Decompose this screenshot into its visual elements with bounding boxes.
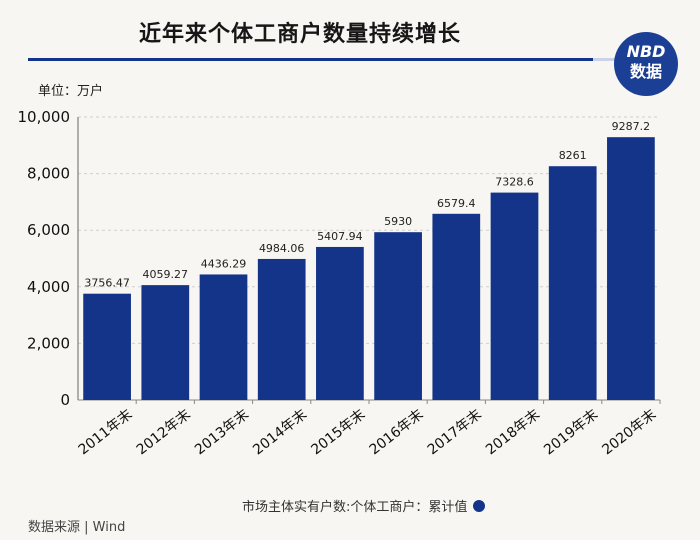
- data-label: 5930: [384, 215, 412, 228]
- data-label: 4059.27: [143, 268, 189, 281]
- x-tick-label: 2017年末: [425, 407, 485, 459]
- y-tick-label: 4,000: [27, 278, 70, 296]
- x-tick-label: 2012年末: [134, 407, 194, 459]
- title-underline-accent: [593, 58, 615, 61]
- data-label: 8261: [559, 149, 587, 162]
- x-tick-label: 2014年末: [250, 407, 310, 459]
- bar: [316, 246, 364, 400]
- x-tick-label: 2016年末: [367, 407, 427, 459]
- x-tick-label: 2013年末: [192, 407, 252, 459]
- bar: [374, 232, 422, 400]
- title-underline: [28, 58, 593, 61]
- legend-label: 市场主体实有户数:个体工商户：累计值: [242, 500, 468, 515]
- y-tick-label: 0: [60, 391, 70, 409]
- data-label: 6579.4: [437, 197, 476, 210]
- data-label: 5407.94: [317, 230, 363, 243]
- bar: [257, 258, 306, 400]
- logo-text-data: 数据: [629, 62, 662, 81]
- nbd-logo-icon: NBD 数据: [614, 32, 678, 96]
- source-label: 数据来源 | Wind: [28, 520, 126, 535]
- y-tick-label: 8,000: [27, 165, 70, 183]
- unit-label: 单位：万户: [38, 84, 104, 99]
- logo-text-nbd: NBD: [626, 42, 666, 61]
- data-label: 7328.6: [495, 176, 534, 189]
- x-tick-label: 2018年末: [483, 407, 543, 459]
- x-tick-label: 2011年末: [76, 407, 136, 459]
- bar: [141, 285, 190, 400]
- chart-title: 近年来个体工商户数量持续增长: [138, 22, 461, 47]
- bar: [490, 192, 539, 400]
- x-tick-label: 2019年末: [541, 407, 601, 459]
- data-label: 4436.29: [201, 257, 247, 270]
- data-label: 3756.47: [84, 277, 130, 290]
- bar: [607, 137, 655, 400]
- x-tick-label: 2020年末: [599, 407, 659, 459]
- title-bar: 近年来个体工商户数量持续增长: [0, 0, 700, 62]
- bar: [432, 213, 481, 400]
- y-tick-label: 10,000: [18, 108, 71, 126]
- x-tick-label: 2015年末: [308, 407, 368, 459]
- y-tick-label: 2,000: [27, 334, 70, 352]
- bar: [548, 166, 597, 400]
- legend-marker-icon: [473, 499, 486, 512]
- bar: [199, 274, 248, 400]
- y-tick-label: 6,000: [27, 221, 70, 239]
- bar: [83, 293, 131, 400]
- legend: 市场主体实有户数:个体工商户：累计值: [242, 496, 486, 515]
- data-label: 9287.2: [612, 120, 651, 133]
- data-label: 4984.06: [259, 242, 305, 255]
